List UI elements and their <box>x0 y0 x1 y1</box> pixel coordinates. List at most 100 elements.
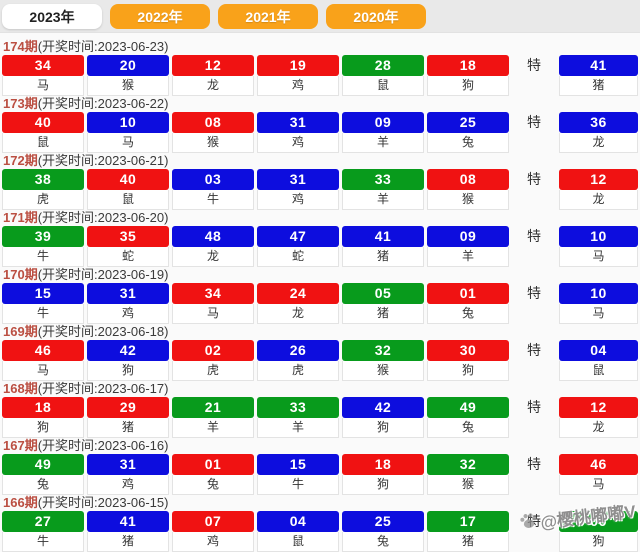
zodiac-label: 猪 <box>87 532 169 552</box>
zodiac-label: 龙 <box>172 247 254 267</box>
draw-period: 172期 <box>3 153 38 168</box>
zodiac-label: 猴 <box>342 361 424 381</box>
ball-cell: 34 马 <box>172 283 254 324</box>
ball-number: 15 <box>257 454 339 475</box>
ball-cell: 21 羊 <box>172 397 254 438</box>
year-tab-2023[interactable]: 2023年 <box>2 4 102 29</box>
draw-block: 171期(开奖时间:2023-06-20) 39 牛 35 蛇 48 龙 47 蛇 41 猪 09 羊… <box>0 210 640 267</box>
ball-number: 41 <box>559 55 638 76</box>
special-ball-cell: 12 龙 <box>559 169 638 210</box>
zodiac-label: 猴 <box>427 190 509 210</box>
ball-cell: 31 鸡 <box>257 169 339 210</box>
draw-period: 173期 <box>3 96 38 111</box>
draw-period: 166期 <box>3 495 38 510</box>
special-ball-cell: 10 马 <box>559 283 638 324</box>
zodiac-label: 牛 <box>2 532 84 552</box>
ball-number: 36 <box>559 112 638 133</box>
ball-number: 29 <box>87 397 169 418</box>
ball-number: 39 <box>2 226 84 247</box>
ball-cell: 42 狗 <box>342 397 424 438</box>
ball-cell: 24 龙 <box>257 283 339 324</box>
year-tabs: 2023年 2022年 2021年 2020年 <box>0 0 640 33</box>
zodiac-label: 羊 <box>172 418 254 438</box>
draw-header: 167期(开奖时间:2023-06-16) <box>0 438 640 454</box>
ball-cell: 09 羊 <box>342 112 424 153</box>
ball-number: 31 <box>87 283 169 304</box>
ball-number: 18 <box>427 55 509 76</box>
zodiac-label: 马 <box>559 304 638 324</box>
zodiac-label: 兔 <box>427 418 509 438</box>
ball-cell: 17 猪 <box>427 511 509 552</box>
ball-cell: 27 牛 <box>2 511 84 552</box>
ball-cell: 26 虎 <box>257 340 339 381</box>
draw-period: 167期 <box>3 438 38 453</box>
ball-number: 38 <box>2 169 84 190</box>
draw-header: 168期(开奖时间:2023-06-17) <box>0 381 640 397</box>
ball-number: 15 <box>2 283 84 304</box>
ball-cell: 38 虎 <box>2 169 84 210</box>
ball-number: 47 <box>257 226 339 247</box>
zodiac-label: 龙 <box>559 418 638 438</box>
draw-time: (开奖时间:2023-06-22) <box>37 96 169 111</box>
ball-number: 07 <box>172 511 254 532</box>
zodiac-label: 鼠 <box>87 190 169 210</box>
special-indicator-label: 特 <box>527 456 541 472</box>
draw-period: 174期 <box>3 39 38 54</box>
ball-number: 46 <box>559 454 638 475</box>
ball-cell: 15 牛 <box>257 454 339 495</box>
ball-number: 41 <box>342 226 424 247</box>
zodiac-label: 狗 <box>427 76 509 96</box>
draw-header: 174期(开奖时间:2023-06-23) <box>0 39 640 55</box>
ball-number: 40 <box>2 112 84 133</box>
ball-cell: 25 兔 <box>342 511 424 552</box>
year-tab-2021[interactable]: 2021年 <box>218 4 318 29</box>
ball-cell: 33 羊 <box>257 397 339 438</box>
draw-row: 39 牛 35 蛇 48 龙 47 蛇 41 猪 09 羊特 10 马 <box>2 226 638 267</box>
zodiac-label: 鼠 <box>342 76 424 96</box>
ball-cell: 41 猪 <box>87 511 169 552</box>
ball-cell: 01 兔 <box>427 283 509 324</box>
ball-number: 42 <box>342 397 424 418</box>
ball-number: 12 <box>559 397 638 418</box>
ball-number: 40 <box>87 169 169 190</box>
draw-row: 34 马 20 猴 12 龙 19 鸡 28 鼠 18 狗 特 41 猪 <box>2 55 638 96</box>
ball-number: 12 <box>172 55 254 76</box>
zodiac-label: 马 <box>2 76 84 96</box>
ball-number: 46 <box>2 340 84 361</box>
draw-block: 167期(开奖时间:2023-06-16) 49 兔 31 鸡 01 兔 15 牛 18 狗 32 猴… <box>0 438 640 495</box>
zodiac-label: 牛 <box>2 304 84 324</box>
ball-number: 34 <box>2 55 84 76</box>
draw-time: (开奖时间:2023-06-18) <box>37 324 169 339</box>
zodiac-label: 鼠 <box>559 361 638 381</box>
zodiac-label: 猴 <box>427 475 509 495</box>
zodiac-label: 虎 <box>2 190 84 210</box>
ball-number: 09 <box>427 226 509 247</box>
ball-number: 28 <box>342 55 424 76</box>
zodiac-label: 龙 <box>559 133 638 153</box>
ball-number: 01 <box>172 454 254 475</box>
ball-cell: 10 马 <box>87 112 169 153</box>
year-tab-2022[interactable]: 2022年 <box>110 4 210 29</box>
zodiac-label: 牛 <box>2 247 84 267</box>
draw-block: 168期(开奖时间:2023-06-17) 18 狗 29 猪 21 羊 33 羊 42 狗 49 兔… <box>0 381 640 438</box>
draw-block: 173期(开奖时间:2023-06-22) 40 鼠 10 马 08 猴 31 鸡 09 羊 25 兔… <box>0 96 640 153</box>
special-ball-cell: 41 猪 <box>559 55 638 96</box>
zodiac-label: 兔 <box>172 475 254 495</box>
zodiac-label: 虎 <box>172 361 254 381</box>
ball-number: 01 <box>427 283 509 304</box>
zodiac-label: 鸡 <box>257 76 339 96</box>
ball-cell: 49 兔 <box>2 454 84 495</box>
draw-time: (开奖时间:2023-06-19) <box>37 267 169 282</box>
ball-number: 20 <box>87 55 169 76</box>
ball-cell: 18 狗 <box>2 397 84 438</box>
ball-cell: 29 猪 <box>87 397 169 438</box>
ball-cell: 46 马 <box>2 340 84 381</box>
zodiac-label: 兔 <box>427 304 509 324</box>
ball-cell: 40 鼠 <box>87 169 169 210</box>
year-tab-2020[interactable]: 2020年 <box>326 4 426 29</box>
ball-number: 21 <box>172 397 254 418</box>
draw-block: 166期(开奖时间:2023-06-15) 27 牛 41 猪 07 鸡 04 鼠 25 兔 17 猪… <box>0 495 640 552</box>
ball-number: 26 <box>257 340 339 361</box>
draw-row: 49 兔 31 鸡 01 兔 15 牛 18 狗 32 猴特 46 马 <box>2 454 638 495</box>
ball-number: 04 <box>257 511 339 532</box>
